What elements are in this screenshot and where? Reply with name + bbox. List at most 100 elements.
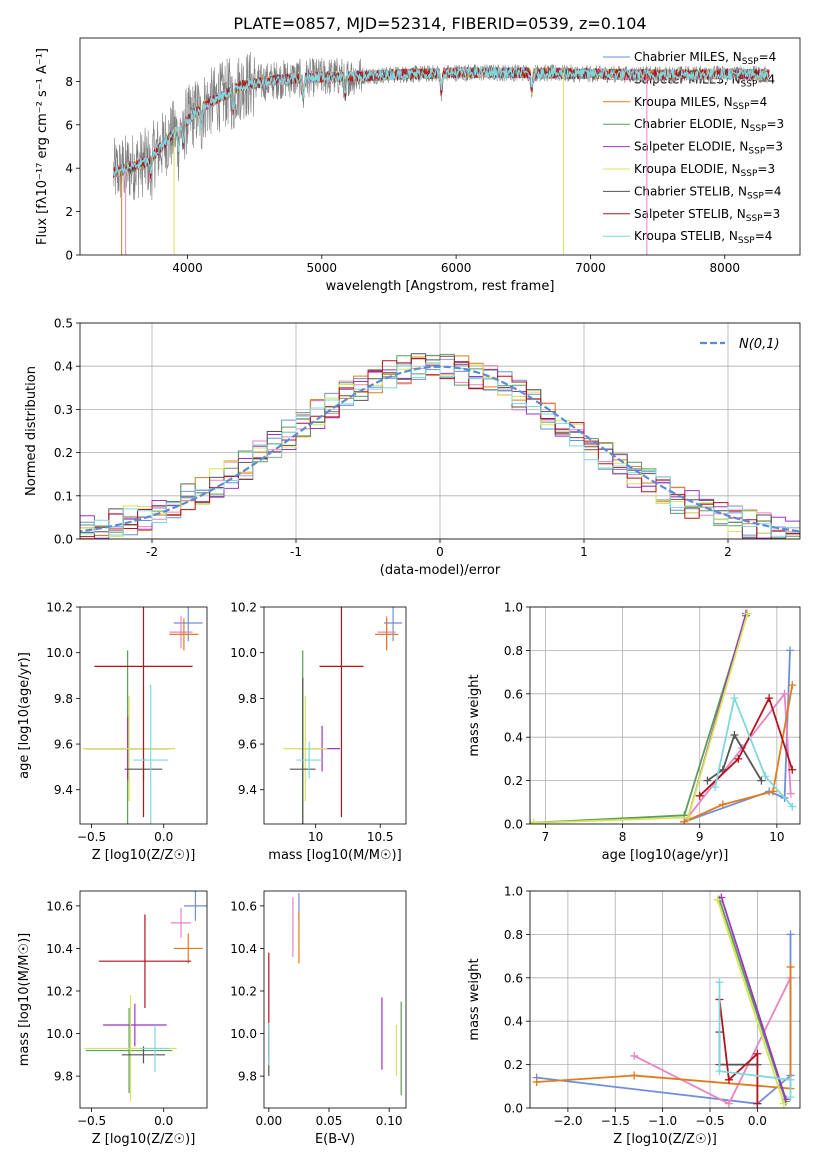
axes: 0.00 0.05 0.10 9.8 10.0 10.2 10.4 10.6 E(B-V) <box>230 890 407 1147</box>
axes-frame <box>263 890 407 1109</box>
y-tick-label: 8 <box>65 75 73 89</box>
y-tick-label: 10.0 <box>46 646 73 660</box>
x-tick-label: 4000 <box>172 261 203 275</box>
x-axis-label: Z [log10(Z/Z☉)] <box>613 1132 717 1147</box>
axes-frame <box>263 606 407 825</box>
x-tick-label: 0 <box>436 545 444 559</box>
axes: −0.5 0.0 9.8 10.0 10.2 10.4 10.6 Z [log10(Z/Z☉)… <box>17 890 208 1147</box>
errorbar-point <box>121 1046 166 1064</box>
plot-area <box>268 893 402 1096</box>
series-marker <box>780 689 789 698</box>
legend-nssp-value: =4 <box>755 229 773 243</box>
y-tick-label: 0.0 <box>54 533 73 547</box>
y-tick-label: 9.8 <box>54 692 73 706</box>
y-tick-label: 0.2 <box>504 774 523 788</box>
series-marker <box>788 802 797 811</box>
series-marker <box>786 1075 795 1084</box>
series-line-7 <box>699 697 794 797</box>
y-tick-label: 0.3 <box>54 403 73 417</box>
y-axis-label: Flux [fλ10⁻¹⁷ erg cm⁻² s⁻¹ A⁻¹] <box>35 48 50 245</box>
y-tick-label: 0 <box>65 249 73 263</box>
series-marker <box>769 787 777 796</box>
errorbar-point <box>183 891 207 921</box>
x-axis-label: mass [log10(M/M☉)] <box>268 848 401 863</box>
series-marker <box>786 1093 795 1102</box>
y-tick-label: 10.2 <box>46 601 73 615</box>
y-tick-label: 10.0 <box>230 646 257 660</box>
histogram-8 <box>80 362 800 539</box>
legend-subscript: SSP <box>747 191 764 201</box>
plot-area <box>530 609 797 824</box>
legend-entry: N(0,1) <box>739 337 780 352</box>
x-tick-label: 7 <box>542 830 550 844</box>
legend-subscript: SSP <box>733 102 750 112</box>
series-line-1 <box>683 692 792 823</box>
errorbar-point <box>169 616 193 649</box>
series-marker <box>684 813 693 822</box>
plot-area <box>82 607 203 824</box>
y-tick-label: 9.6 <box>54 738 73 752</box>
x-tick-label: 1 <box>580 545 588 559</box>
y-axis-label: mass weight <box>467 958 482 1040</box>
observed-spectrum <box>113 51 770 201</box>
x-tick-label: −1.5 <box>601 1114 630 1128</box>
plot-area <box>283 607 403 824</box>
x-tick-label: 8000 <box>710 261 741 275</box>
series-line-8 <box>714 697 793 808</box>
series-marker <box>630 1051 639 1060</box>
series-marker <box>757 776 766 785</box>
series-marker <box>761 772 770 781</box>
series-marker <box>532 1077 541 1086</box>
x-tick-label: 0.05 <box>316 1114 343 1128</box>
series-marker <box>765 694 774 703</box>
series-marker <box>695 791 704 800</box>
y-tick-label: 10.2 <box>230 601 257 615</box>
legend-nssp-value: =3 <box>765 140 783 154</box>
massweight_vs_Z-panel: −2.0 −1.5 −1.0 −0.5 0.0 0.0 0.2 0.4 0.6 0.8 1.0 Z [… <box>467 885 801 1147</box>
y-tick-label: 10.6 <box>46 899 73 913</box>
y-tick-label: 10.2 <box>46 984 73 998</box>
series-marker <box>743 609 752 618</box>
series-line-2 <box>536 967 792 1090</box>
plot-area <box>113 51 770 255</box>
series-marker <box>730 731 739 740</box>
series-marker <box>734 754 743 763</box>
y-tick-label: 0.2 <box>504 1058 523 1072</box>
series-marker <box>786 789 795 798</box>
series-marker <box>724 1099 733 1108</box>
x-tick-label: 0.0 <box>154 830 173 844</box>
series-marker <box>715 978 724 987</box>
y-tick-label: 0.0 <box>504 1102 523 1116</box>
series-marker <box>703 776 712 785</box>
figure-title: PLATE=0857, MJD=52314, FIBERID=0539, z=0… <box>233 14 646 33</box>
x-tick-label: 0.0 <box>748 1114 767 1128</box>
y-tick-label: 9.8 <box>238 692 257 706</box>
legend-nssp-value: =3 <box>763 207 781 221</box>
errorbar-point <box>283 696 328 802</box>
legend-subscript: SSP <box>742 57 759 67</box>
x-axis-label: E(B-V) <box>315 1132 355 1147</box>
series-marker <box>711 783 720 792</box>
x-axis-label: Z [log10(Z/Z☉)] <box>92 848 196 863</box>
y-tick-label: 0.4 <box>504 731 523 745</box>
y-tick-label: 0.1 <box>54 489 73 503</box>
plot-area <box>80 353 800 539</box>
y-tick-label: 2 <box>65 205 73 219</box>
residuals-panel: -2 -1 0 1 2 0.0 0.1 0.2 0.3 0.4 0.5 (data-model)/er… <box>24 317 801 578</box>
x-tick-label: -1 <box>290 545 302 559</box>
series-line-3 <box>718 899 787 1102</box>
x-axis-label: Z [log10(Z/Z☉)] <box>92 1132 196 1147</box>
plot-area <box>532 893 795 1108</box>
legend-model-name: Salpeter STELIB, N <box>634 207 746 221</box>
series-marker <box>788 765 797 774</box>
x-tick-label: −0.5 <box>77 830 106 844</box>
axes-frame <box>79 37 801 256</box>
x-tick-label: 5000 <box>307 261 338 275</box>
y-tick-label: 1.0 <box>504 601 523 615</box>
series-marker <box>718 800 727 809</box>
axes-frame <box>79 606 208 825</box>
y-tick-label: 4 <box>65 162 73 176</box>
y-tick-label: 10.6 <box>230 899 257 913</box>
age_vs_Z-panel: −0.5 0.0 9.4 9.6 9.8 10.0 10.2 Z [log10(Z/Z☉)] a… <box>17 601 208 863</box>
